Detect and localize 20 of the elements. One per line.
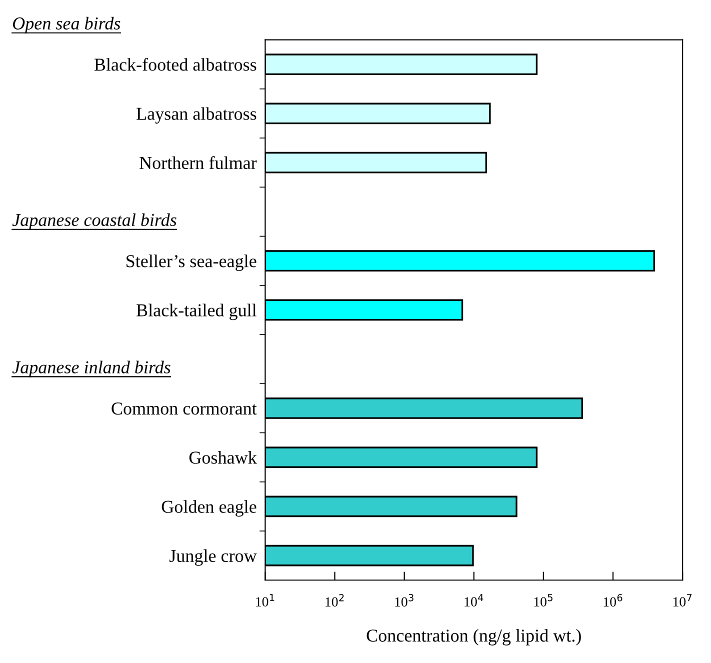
y-tick-label: Laysan albatross xyxy=(136,107,256,124)
y-tick-label: Black-footed albatross xyxy=(94,58,256,71)
y-tick-label: Goshawk xyxy=(189,451,257,464)
y-tick-label: Northern fulmar xyxy=(140,156,257,170)
x-tick-label: 10$^{4}$ xyxy=(464,594,484,607)
text: Japanese coastal birds xyxy=(12,213,176,230)
y-tick-label: Jungle crow xyxy=(170,549,257,566)
y-tick-label: Black-tailed gull xyxy=(136,304,257,320)
x-tick-label: 10$^{6}$ xyxy=(604,594,622,607)
x-tick-label: 10$^{1}$ xyxy=(256,594,274,607)
x-tick-label: 10$^{7}$ xyxy=(673,594,692,607)
x-tick-label: 10$^{3}$ xyxy=(395,594,414,607)
x-tick-label: 10$^{5}$ xyxy=(534,594,552,607)
y-tick-label: Golden eagle xyxy=(162,500,256,517)
text: Japanese inland birds xyxy=(12,360,170,378)
text: Open sea birds xyxy=(12,16,120,34)
x-tick-label: 10$^{2}$ xyxy=(326,594,344,607)
y-tick-label: Steller’s sea-eagle xyxy=(126,254,256,271)
y-tick-label: Common cormorant xyxy=(112,402,257,415)
x-axis-title: Concentration (ng/g lipid wt.) xyxy=(366,629,581,646)
